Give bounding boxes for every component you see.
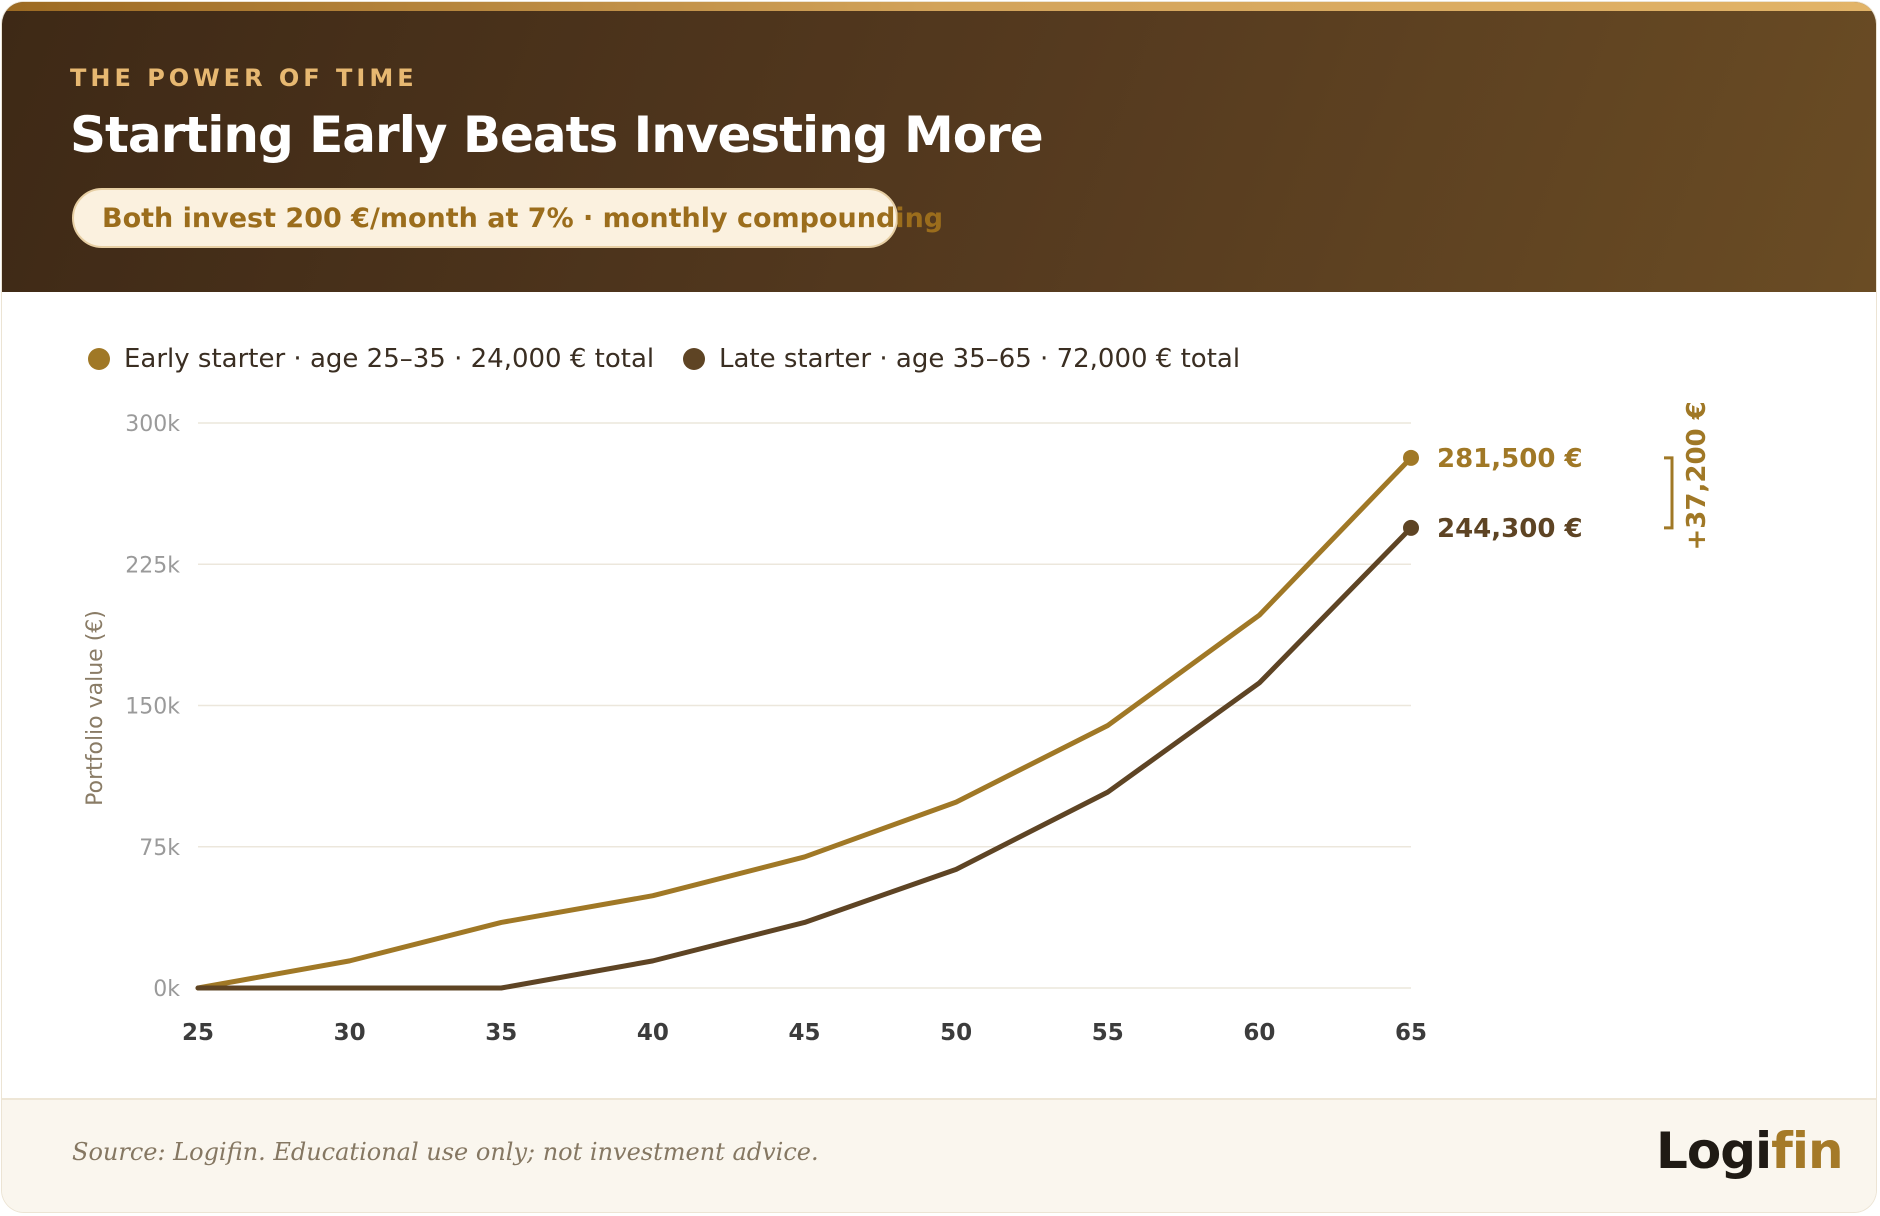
header-banner: THE POWER OF TIME Starting Early Beats I…: [2, 2, 1876, 292]
chart-title: Starting Early Beats Investing More: [70, 106, 1044, 164]
legend-label-early: Early starter · age 25–35 · 24,000 € tot…: [124, 344, 655, 374]
legend-label-late: Late starter · age 35–65 · 72,000 € tota…: [719, 344, 1241, 374]
logo-text-primary: Logi: [1656, 1122, 1772, 1180]
endpoint-early: [1403, 449, 1419, 466]
difference-bracket: [1664, 456, 1674, 530]
assumption-pill: Both invest 200 €/month at 7% · monthly …: [72, 188, 943, 248]
legend: Early starter · age 25–35 · 24,000 € tot…: [88, 342, 1388, 382]
line-chart: 0k 75k 150k 225k 300k 25 30 35 40 45 50 55 60 65 Portf…: [83, 402, 1712, 1046]
series-line-late: [195, 525, 1414, 991]
y-tick-label: 0k: [153, 977, 180, 1002]
legend-marker-late: [683, 348, 705, 370]
end-label-late: 244,300 €: [1437, 514, 1583, 544]
y-tick-label: 300k: [125, 412, 180, 437]
y-tick-label: 225k: [125, 553, 180, 578]
x-tick-label: 40: [637, 1020, 669, 1046]
x-tick-label: 35: [485, 1020, 517, 1046]
x-tick-label: 45: [788, 1020, 820, 1046]
y-tick-label: 75k: [139, 836, 180, 861]
y-axis-label: Portfolio value (€): [83, 610, 108, 806]
x-tick-label: 50: [940, 1020, 972, 1046]
x-tick-label: 60: [1243, 1020, 1275, 1046]
source-note: Source: Logifin. Educational use only; n…: [72, 1138, 819, 1166]
logo-text-accent: fin: [1771, 1122, 1843, 1180]
series-line-early: [195, 455, 1414, 991]
accent-bar: [2, 2, 1876, 11]
x-tick-label: 25: [182, 1020, 214, 1046]
x-tick-label: 55: [1092, 1020, 1124, 1046]
y-tick-label: 150k: [125, 695, 180, 720]
endpoint-late: [1403, 519, 1419, 536]
eyebrow-label: THE POWER OF TIME: [70, 64, 418, 92]
x-tick-label: 65: [1395, 1020, 1427, 1046]
end-label-early: 281,500 €: [1437, 444, 1583, 474]
brand-logo: Logifin: [1656, 1122, 1844, 1180]
legend-marker-early: [88, 348, 110, 370]
x-tick-label: 30: [334, 1020, 366, 1046]
difference-label: +37,200 €: [1682, 402, 1712, 551]
footer: Source: Logifin. Educational use only; n…: [2, 1098, 1876, 1212]
assumption-text: Both invest 200 €/month at 7% · monthly …: [102, 203, 944, 234]
